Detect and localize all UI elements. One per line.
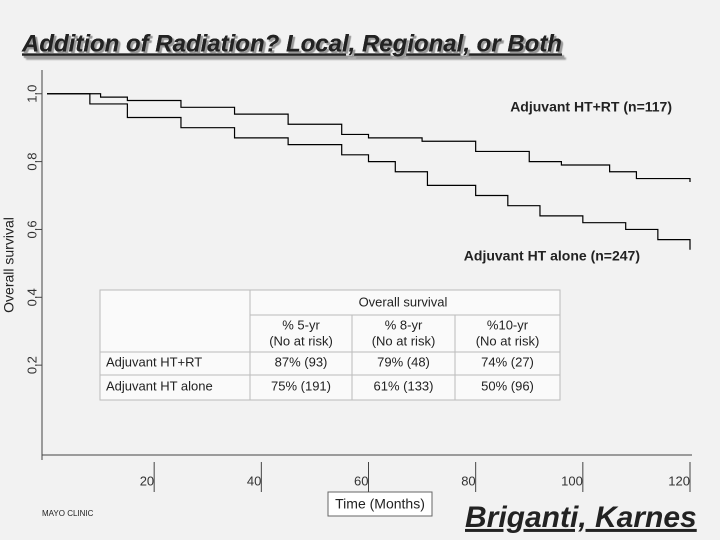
x-tick-label: 20 xyxy=(140,473,154,488)
y-axis-label: Overall survival xyxy=(1,217,17,313)
column-header: (No at risk) xyxy=(269,333,333,348)
column-header: (No at risk) xyxy=(476,333,540,348)
x-tick-label: 120 xyxy=(668,473,690,488)
survival-table xyxy=(99,289,561,401)
x-tick-label: 100 xyxy=(561,473,583,488)
table-cell: 75% (191) xyxy=(271,378,331,393)
y-tick-label: 0.4 xyxy=(24,288,39,306)
table-cell: 50% (96) xyxy=(481,378,534,393)
logo: MAYO CLINIC xyxy=(42,509,94,518)
table-cell: 87% (93) xyxy=(275,354,328,369)
series-label: Adjuvant HT+RT (n=117) xyxy=(510,99,672,115)
x-label-box xyxy=(327,491,433,517)
y-tick-label: 1.0 xyxy=(24,85,39,103)
y-tick-label: 0.6 xyxy=(24,220,39,238)
column-header: %10-yr xyxy=(487,317,529,332)
column-header: % 8-yr xyxy=(385,317,423,332)
slide-title: Addition of Radiation? Local, Regional, … xyxy=(21,30,562,57)
column-header: % 5-yr xyxy=(282,317,320,332)
y-tick-label: 0.2 xyxy=(24,356,39,374)
table-cell: 79% (48) xyxy=(377,354,430,369)
row-label: Adjuvant HT alone xyxy=(106,378,213,393)
author: Briganti, Karnes xyxy=(465,501,697,534)
survival-curve xyxy=(47,93,691,182)
row-label: Adjuvant HT+RT xyxy=(106,354,202,369)
x-tick-label: 60 xyxy=(354,473,368,488)
y-tick-label: 0.8 xyxy=(24,153,39,171)
table-cell: 61% (133) xyxy=(374,378,434,393)
series-label: Adjuvant HT alone (n=247) xyxy=(464,248,640,264)
survival-curve xyxy=(47,93,691,250)
x-axis-label: Time (Months) xyxy=(335,496,425,512)
table-cell: 74% (27) xyxy=(481,354,534,369)
table-title: Overall survival xyxy=(359,294,448,309)
x-tick-label: 40 xyxy=(247,473,261,488)
x-tick-label: 80 xyxy=(461,473,475,488)
column-header: (No at risk) xyxy=(372,333,436,348)
